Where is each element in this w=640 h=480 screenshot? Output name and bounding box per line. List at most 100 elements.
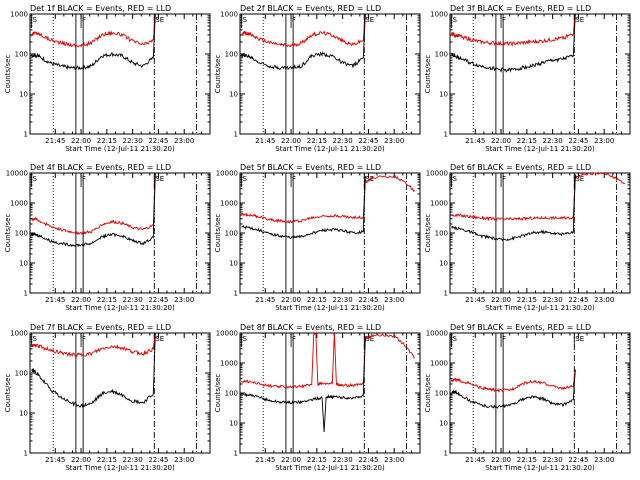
plot-frame [239,13,421,135]
x-tick-label: 22:45 [568,296,588,304]
x-tick-label: 22:30 [123,456,143,464]
x-tick-label: 22:45 [148,456,168,464]
x-axis-label: Start Time (12-Jul-11 21:30:20) [275,464,385,472]
plot-frame [449,13,631,135]
lld-rate-line [31,13,156,48]
x-tick-label: 21:45 [465,456,485,464]
y-tick-label: 1000 [430,360,448,368]
x-axis-label: Start Time (12-Jul-11 21:30:20) [65,304,175,312]
y-tick-label: 100 [435,51,448,59]
x-tick-label: 21:45 [45,456,65,464]
y-tick-label: 10 [229,91,238,99]
x-tick-label: 21:45 [255,137,275,145]
y-axis-label: Counts/sec [4,55,12,94]
marker-label-F: F [502,335,506,343]
lld-rate-line [241,174,416,224]
plot-frame [239,332,421,454]
x-tick-label: 22:15 [307,296,327,304]
chart-title: Det 9f BLACK = Events, RED = LLD [450,323,591,332]
y-tick-label: 1 [24,131,28,139]
events-rate-line [31,332,156,409]
chart-panel-2: Det 2f BLACK = Events, RED = LLD 1 10 100 10… [214,4,421,153]
x-tick-label: 22:15 [517,137,537,145]
x-axis-label: Start Time (12-Jul-11 21:30:20) [485,304,595,312]
plot-frame [449,332,631,454]
y-tick-label: 100 [435,390,448,398]
events-rate-line [31,172,156,248]
y-tick-label: 10 [439,420,448,428]
chart-title: Det 3f BLACK = Events, RED = LLD [450,4,591,13]
y-tick-label: 100 [225,51,238,59]
x-tick-label: 22:45 [148,137,168,145]
marker-label-SE: SE [155,335,164,343]
events-rate-line [451,174,576,242]
y-tick-label: 1000 [430,11,448,19]
x-tick-label: 22:45 [358,296,378,304]
marker-label-F: F [292,16,296,24]
marker-label-F: F [82,175,86,183]
chart-title: Det 8f BLACK = Events, RED = LLD [240,323,381,332]
x-tick-label: 22:15 [97,137,117,145]
chart-title: Det 7f BLACK = Events, RED = LLD [30,323,171,332]
chart-panel-5: Det 5f BLACK = Events, RED = LLD 1 10 100 10… [214,163,421,312]
y-tick-label: 10 [229,420,238,428]
x-tick-label: 23:00 [174,296,194,304]
lld-rate-line [451,13,576,47]
x-tick-label: 21:45 [465,296,485,304]
chart-panel-3: Det 3f BLACK = Events, RED = LLD 1 10 100 10… [424,4,631,153]
x-axis-label: Start Time (12-Jul-11 21:30:20) [485,145,595,153]
x-tick-label: 22:00 [491,137,511,145]
chart-panel-6: Det 6f BLACK = Events, RED = LLD 1 10 100 10… [424,163,631,312]
lld-rate-line [451,369,576,393]
marker-label-F: F [82,335,86,343]
x-tick-label: 23:00 [594,137,614,145]
y-tick-label: 10 [439,91,448,99]
y-tick-label: 10000 [6,170,28,178]
x-tick-label: 22:15 [307,456,327,464]
marker-label-S: S [243,175,248,183]
x-tick-label: 22:45 [358,137,378,145]
x-axis-label: Start Time (12-Jul-11 21:30:20) [275,304,385,312]
y-tick-label: 100 [15,230,28,238]
chart-panel-8: Det 8f BLACK = Events, RED = LLD 1 10 100 10… [214,323,421,472]
x-tick-label: 21:45 [45,296,65,304]
x-tick-label: 22:30 [543,296,563,304]
marker-label-SE: SE [365,16,374,24]
x-tick-label: 23:00 [384,456,404,464]
x-tick-label: 23:00 [384,296,404,304]
chart-panel-1: Det 1f BLACK = Events, RED = LLD 1 10 100 10… [4,4,211,153]
x-tick-label: 22:00 [281,137,301,145]
x-tick-label: 22:30 [333,456,353,464]
y-tick-label: 1 [444,450,448,458]
x-tick-label: 23:00 [594,296,614,304]
y-tick-label: 1000 [430,200,448,208]
y-tick-label: 100 [225,390,238,398]
x-tick-label: 22:30 [333,296,353,304]
y-tick-label: 10000 [426,170,448,178]
x-tick-label: 23:00 [174,456,194,464]
x-tick-label: 22:15 [517,456,537,464]
x-axis-label: Start Time (12-Jul-11 21:30:20) [485,464,595,472]
marker-label-S: S [243,335,248,343]
y-axis-label: Counts/sec [4,374,12,413]
y-axis-label: Counts/sec [214,55,222,94]
x-axis-label: Start Time (12-Jul-11 21:30:20) [65,145,175,153]
x-tick-label: 23:00 [174,137,194,145]
x-axis-label: Start Time (12-Jul-11 21:30:20) [65,464,175,472]
y-tick-label: 1000 [10,330,28,338]
x-tick-label: 22:15 [517,296,537,304]
marker-label-S: S [33,175,38,183]
y-tick-label: 100 [225,230,238,238]
y-tick-label: 10 [19,260,28,268]
x-tick-label: 22:00 [71,137,91,145]
plot-frame [29,13,211,135]
y-tick-label: 10000 [216,170,238,178]
marker-label-SE: SE [155,16,164,24]
x-tick-label: 22:45 [148,296,168,304]
x-tick-label: 23:00 [384,137,404,145]
y-tick-label: 1 [444,290,448,298]
chart-title: Det 5f BLACK = Events, RED = LLD [240,163,381,172]
y-tick-label: 10 [439,260,448,268]
events-rate-line [241,13,366,71]
marker-label-S: S [243,16,248,24]
